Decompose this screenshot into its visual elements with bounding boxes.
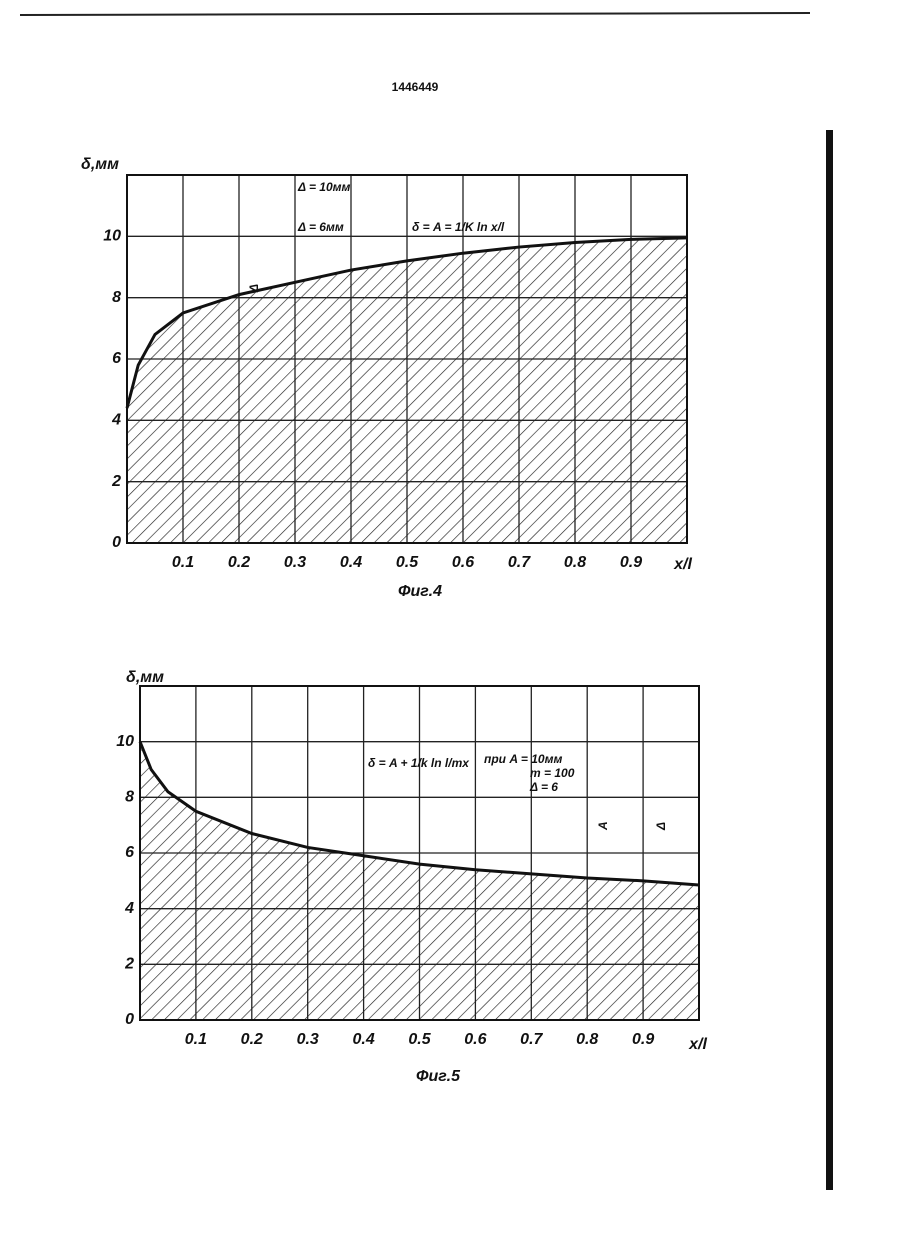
x-tick-label: 0.2	[241, 1031, 263, 1048]
annotation: Δ	[247, 284, 261, 293]
y-tick-label: 2	[111, 473, 121, 490]
annotation: Δ = 6	[529, 780, 558, 794]
y-axis-label: δ,мм	[81, 156, 119, 173]
x-tick-label: 0.6	[452, 554, 474, 571]
y-tick-label: 6	[125, 844, 134, 861]
x-tick-label: 0.2	[228, 554, 250, 571]
page-number: 1446449	[392, 80, 439, 94]
x-tick-label: 0.1	[172, 554, 194, 571]
figure-caption: Фиг.4	[398, 583, 442, 600]
y-tick-label: 4	[111, 412, 121, 429]
y-tick-label: 6	[112, 350, 121, 367]
x-tick-label: 0.8	[576, 1031, 598, 1048]
top-rule	[20, 13, 810, 15]
annotation: Δ = 10мм	[297, 180, 351, 194]
y-tick-label: 10	[116, 733, 134, 750]
y-tick-label: 8	[112, 289, 121, 306]
scan-edge	[826, 130, 833, 1190]
annotation: m = 100	[530, 766, 575, 780]
x-tick-label: 0.3	[297, 1031, 319, 1048]
x-axis-label: x/l	[673, 556, 692, 573]
y-tick-label: 8	[125, 789, 134, 806]
y-tick-label: 0	[112, 534, 121, 551]
page: 1446449 0.1 0.2 0.3 0.4 0.5 0.6 0.7 0.8 0.9 0 2 4 6 8…	[0, 0, 900, 1252]
annotation: Δ = 6мм	[297, 220, 344, 234]
annotation: δ = A = 1/K ln x/l	[412, 220, 505, 234]
annotation: δ = A + 1/k ln l/mx	[368, 756, 470, 770]
y-tick-label: 2	[124, 956, 134, 973]
x-tick-label: 0.9	[620, 554, 642, 571]
x-axis-label: x/l	[688, 1036, 707, 1053]
y-tick-label: 4	[124, 900, 134, 917]
x-tick-label: 0.3	[284, 554, 306, 571]
x-tick-label: 0.8	[564, 554, 586, 571]
x-tick-label: 0.5	[396, 554, 419, 571]
annotation: Δ	[654, 822, 668, 831]
x-tick-label: 0.6	[464, 1031, 486, 1048]
x-tick-label: 0.9	[632, 1031, 654, 1048]
y-axis-label: δ,мм	[126, 669, 164, 686]
figure-caption: Фиг.5	[416, 1068, 461, 1085]
x-tick-label: 0.1	[185, 1031, 207, 1048]
y-tick-label: 0	[125, 1011, 134, 1028]
annotation: при A = 10мм	[484, 752, 562, 766]
x-tick-label: 0.4	[352, 1031, 374, 1048]
annotation: A	[596, 821, 610, 831]
x-tick-label: 0.7	[508, 554, 531, 571]
y-tick-label: 10	[103, 228, 121, 245]
x-tick-label: 0.5	[408, 1031, 431, 1048]
x-tick-label: 0.7	[520, 1031, 543, 1048]
x-tick-label: 0.4	[340, 554, 362, 571]
